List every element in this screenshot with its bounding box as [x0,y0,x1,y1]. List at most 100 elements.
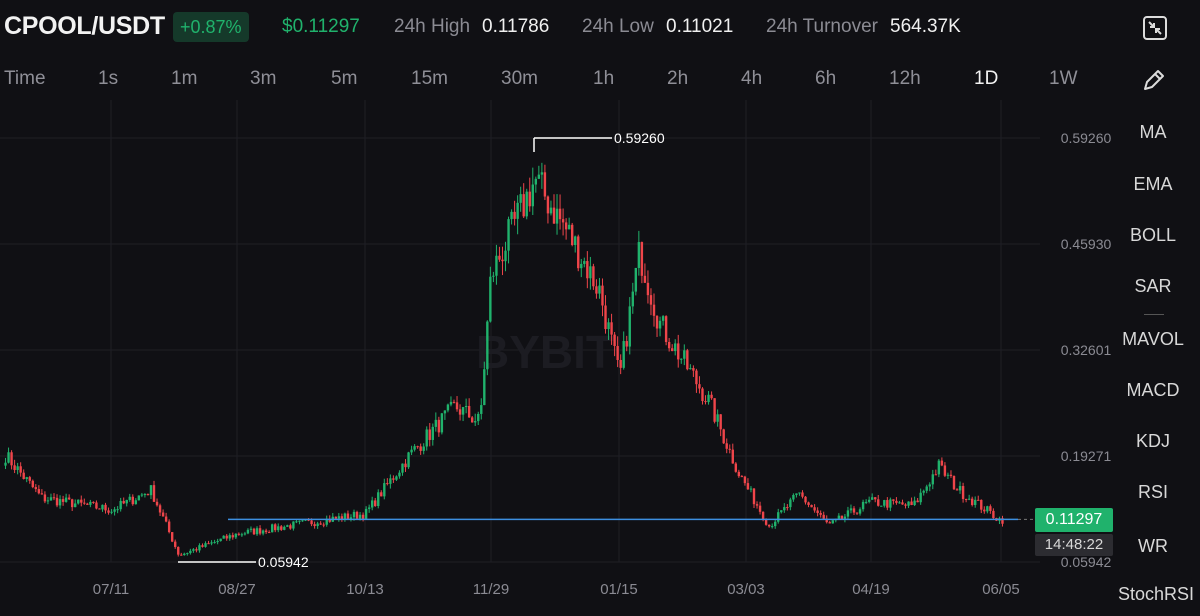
candle-body [598,285,601,294]
pencil-icon[interactable] [1140,66,1168,94]
candle-body [816,510,819,514]
timeframe-3m[interactable]: 3m [250,68,277,89]
candle-body [695,370,698,385]
candle-body [607,322,610,330]
indicator-boll[interactable]: BOLL [1129,225,1177,245]
candle-body [274,524,277,531]
candle-body [970,498,974,505]
candle-body [52,497,56,499]
candle-body [334,516,338,519]
candle-body [383,483,386,497]
indicator-rsi[interactable]: RSI [1137,482,1168,502]
candle-body [322,524,325,526]
timeframe-1d[interactable]: 1D [974,68,999,89]
candle-body [89,501,92,505]
candle-body [640,242,644,276]
candle-body [222,535,225,539]
candle-body [531,184,534,207]
timeframe-2h[interactable]: 2h [667,68,689,89]
candle-body [577,236,580,269]
indicator-ema[interactable]: EMA [1133,174,1173,194]
x-axis-tick-label: 01/15 [600,581,638,598]
indicator-wr[interactable]: WR [1138,536,1168,556]
candle-body [495,255,498,276]
candle-body [701,388,704,402]
candle-body [449,401,453,405]
candle-body [798,492,801,494]
trading-pair[interactable]: CPOOL/USDT [4,12,165,40]
candle-body [898,502,901,504]
candle-body [940,460,944,466]
candle-body [749,488,753,490]
candle-body [580,263,583,269]
candle-body [883,500,886,506]
candle-body [358,514,362,519]
candle-body [261,530,265,534]
candle-body [574,236,577,246]
candle-body [743,476,747,484]
candle-body [492,275,495,277]
candle-body [774,521,777,527]
candle-body [983,509,986,512]
timeframe-1m[interactable]: 1m [171,68,198,89]
candle-body [22,472,25,479]
candle-body [289,525,292,529]
candle-body [980,499,983,510]
candle-body [828,522,831,524]
timeframe-12h[interactable]: 12h [889,68,921,89]
candle-body [895,500,898,503]
candle-body [228,535,231,539]
timeframe-15m[interactable]: 15m [411,68,448,89]
candle-body [510,211,513,220]
high-label: 24h High [394,16,471,37]
candle-body [677,343,680,360]
indicator-sar[interactable]: SAR [1134,276,1172,296]
candle-body [958,486,962,491]
timeframe-1s[interactable]: 1s [98,68,119,89]
candle-body [555,208,559,224]
candle-body [667,341,671,349]
candle-body [877,499,880,506]
timeframe-4h[interactable]: 4h [741,68,763,89]
indicator-mavol[interactable]: MAVOL [1122,329,1184,349]
candle-body [343,513,347,520]
indicator-kdj[interactable]: KDJ [1135,431,1170,451]
candle-body [537,174,541,179]
candle-body [622,341,625,368]
x-axis-tick-label: 07/11 [93,581,129,598]
candle-body [352,511,356,518]
candle-body [737,471,741,477]
indicator-ma[interactable]: MA [1139,122,1167,142]
timeframe-30m[interactable]: 30m [501,68,538,89]
timeframe-time[interactable]: Time [4,68,46,89]
candle-body [764,519,768,525]
candle-body [380,492,383,497]
timeframe-1w[interactable]: 1W [1049,68,1078,89]
candle-body [807,502,810,505]
indicator-divider [1144,314,1164,315]
candle-body [43,494,47,502]
candle-body [674,343,677,352]
timeframe-6h[interactable]: 6h [815,68,837,89]
timeframe-5m[interactable]: 5m [331,68,358,89]
fullscreen-exit-icon[interactable] [1140,13,1170,43]
candle-body [931,474,934,485]
candle-body [780,510,783,513]
candle-body [231,535,234,538]
candle-body [813,507,816,511]
candle-body [164,516,168,522]
candle-body [477,413,480,422]
candle-body [910,501,913,506]
candle-body [125,499,128,504]
candle-body [131,496,134,505]
candle-body [937,460,941,475]
indicator-stochrsi[interactable]: StochRSI [1118,584,1195,604]
candle-body [680,358,683,360]
candle-body [104,504,107,511]
candle-body [874,497,877,500]
indicator-macd[interactable]: MACD [1126,380,1180,400]
candle-body [255,528,259,535]
candle-body [189,550,192,554]
timeframe-1h[interactable]: 1h [593,68,615,89]
candlestick-chart[interactable]: BYBIT 0.59260 0.45930 0.32601 0.19271 0.05942… [0,100,1120,616]
